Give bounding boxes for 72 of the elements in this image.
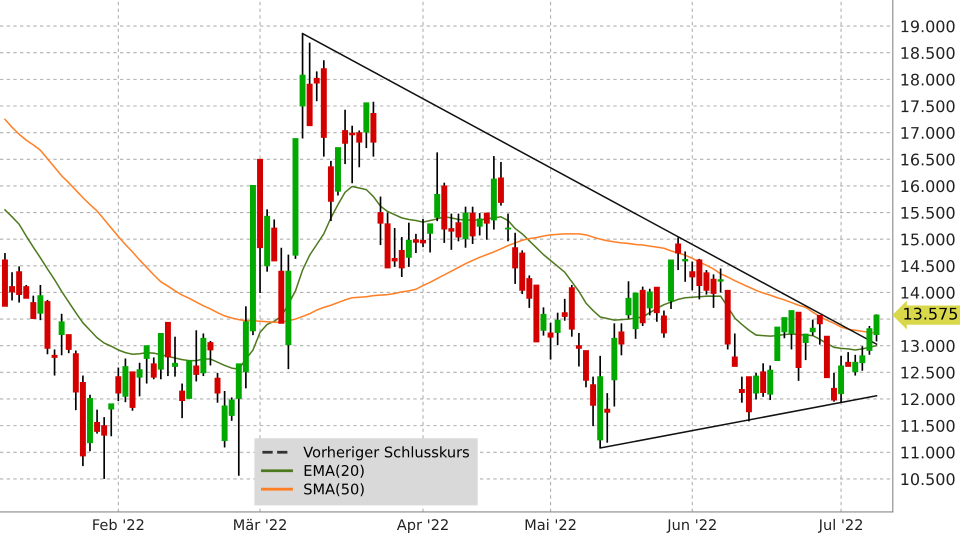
y-tick-label: 12.000: [902, 393, 955, 406]
y-tick-label: 18.500: [902, 46, 955, 60]
candlestick: [618, 322, 624, 356]
y-tick-label: 16.500: [902, 153, 955, 166]
text: 13.575: [904, 308, 958, 320]
candlestick: [646, 288, 653, 316]
y-tick-label: 15.000: [902, 233, 955, 246]
y-tick-label: 11.500: [902, 420, 955, 432]
y-tick-label: 15.500: [902, 206, 955, 219]
x-tick-label: Feb '22: [93, 518, 144, 530]
candlestick: [810, 318, 816, 336]
y-tick-label: 10.500: [902, 473, 955, 486]
candlestick: [52, 348, 58, 376]
y-tick-label: 11.000: [902, 446, 955, 459]
candlestick: [484, 212, 490, 241]
candlestick: [136, 362, 143, 398]
candlestick: [207, 340, 214, 366]
y-tick-label: 17.500: [902, 100, 955, 112]
candlestick: [831, 372, 837, 402]
candlestick: [660, 310, 667, 339]
candlestick: [753, 372, 760, 400]
candlestick: [816, 314, 823, 346]
candlestick: [378, 196, 384, 246]
candlestick: [767, 364, 774, 401]
candlestick: [108, 402, 114, 438]
line-series: [4, 186, 878, 370]
candlestick: [470, 206, 476, 245]
candlestick: [214, 372, 220, 404]
candlestick: [576, 332, 582, 368]
legend-label: SMA(50): [304, 483, 364, 496]
candlestick: [845, 351, 852, 368]
candlestick: [37, 284, 44, 321]
candlestick: [406, 222, 412, 268]
candlestick: [760, 362, 766, 398]
candlestick: [590, 376, 596, 427]
y-tick-label: 16.000: [902, 180, 955, 192]
x-tick-label: Mai '22: [526, 518, 576, 530]
candlestick: [58, 312, 65, 356]
candlestick: [548, 322, 554, 360]
x-tick-label: Jun '22: [666, 519, 716, 533]
candlestick: [179, 382, 186, 419]
y-tick-label: 19.000: [902, 20, 955, 32]
x-tick-label: Jul '22: [818, 518, 862, 533]
y-tick-label: 13.000: [902, 340, 955, 352]
y-tick-label: 14.000: [902, 286, 955, 299]
candlestick: [193, 329, 200, 382]
candlestick: [144, 344, 150, 384]
candlestick: [682, 250, 688, 283]
candlestick: [434, 152, 440, 222]
candlestick: [554, 312, 561, 346]
y-tick-label: 14.500: [902, 260, 955, 272]
x-tick-label: Apr '22: [396, 519, 448, 533]
legend-label: EMA(20): [304, 464, 364, 478]
candlestick: [427, 222, 434, 254]
candlestick: [604, 392, 610, 444]
candlestick: [718, 268, 724, 294]
y-tick-label: 18.000: [902, 74, 955, 86]
y-tick-label: 12.500: [902, 366, 955, 379]
candlestick: [30, 294, 36, 320]
candlestick: [540, 306, 546, 336]
candlestick: [66, 334, 72, 354]
candlestick: [476, 212, 483, 236]
candlestick: [802, 333, 809, 361]
candlestick: [150, 356, 157, 380]
candlestick: [172, 336, 178, 378]
candlestick: [115, 366, 122, 402]
legend-label: Vorheriger Schlusskurs: [303, 446, 469, 460]
candlestick: [505, 212, 512, 242]
candlestick: [675, 236, 682, 271]
y-tick-label: 17.000: [902, 126, 955, 139]
candlestick: [732, 332, 738, 368]
x-tick-label: Mär '22: [234, 518, 286, 530]
